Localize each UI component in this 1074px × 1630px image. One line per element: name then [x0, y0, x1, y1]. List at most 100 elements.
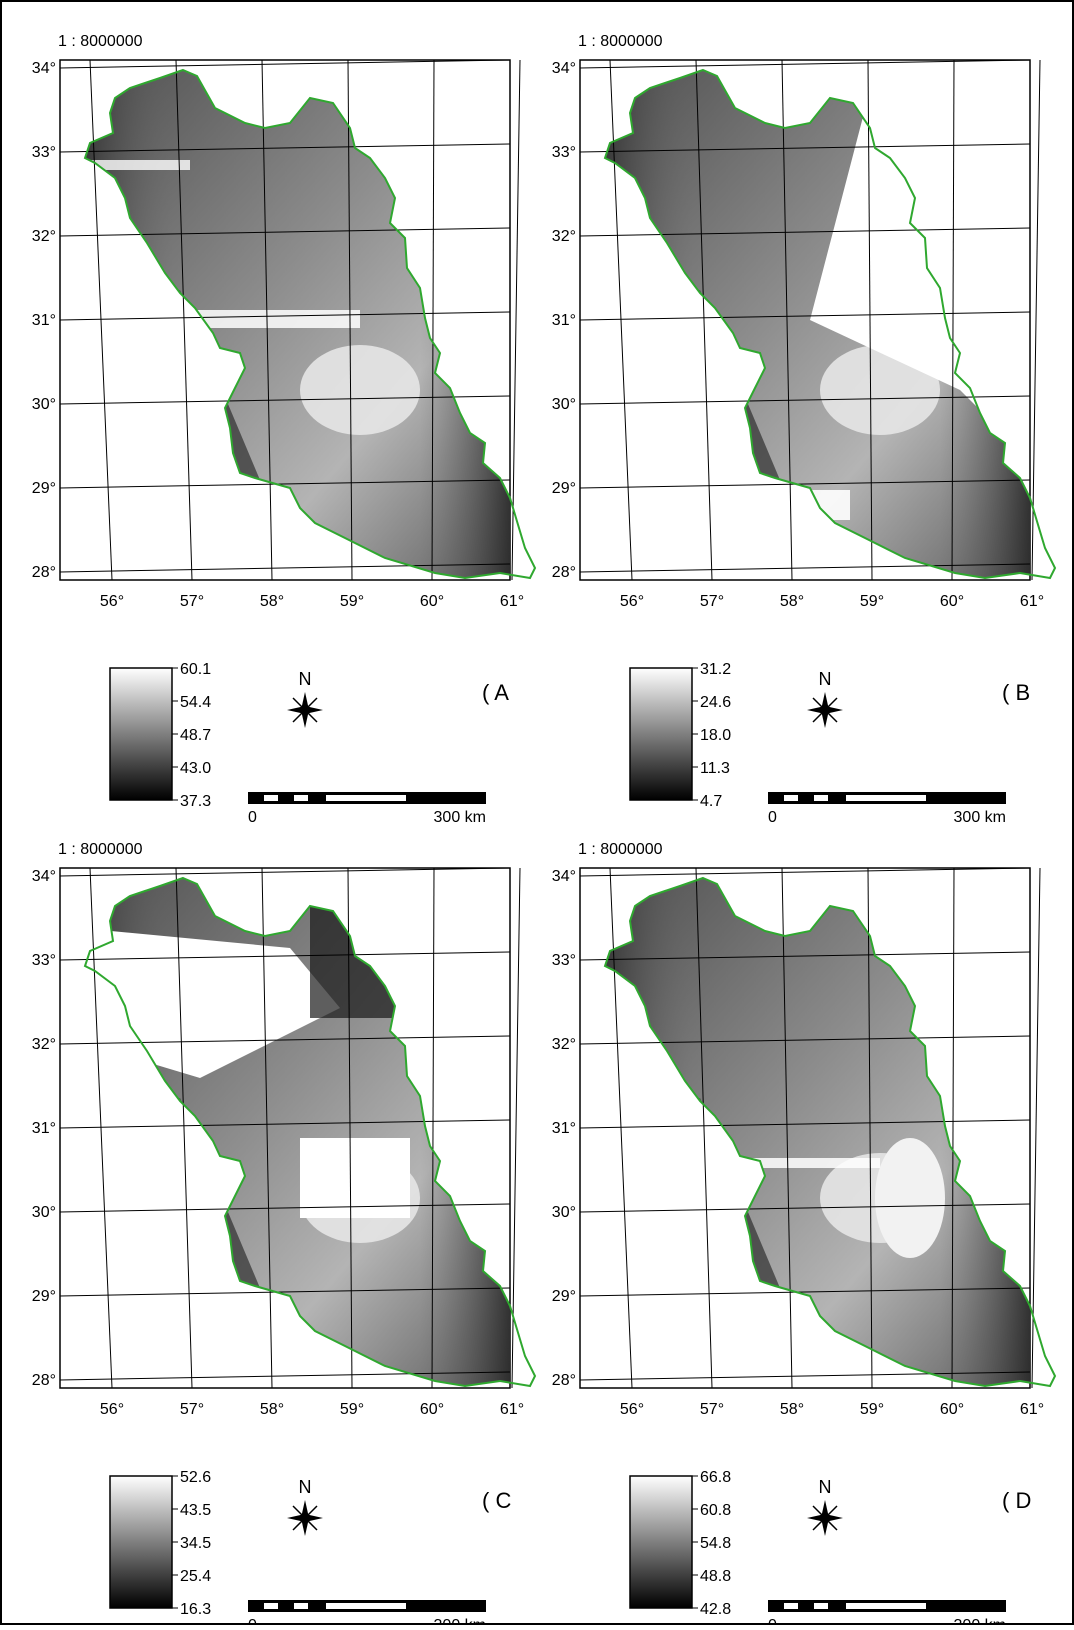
lat-label: 31°: [32, 312, 56, 329]
lat-label: 34°: [552, 60, 576, 77]
scale-bar-end-label: 300 km: [434, 1617, 486, 1625]
graticule-lon-line: [867, 59, 873, 581]
lat-label: 30°: [32, 396, 56, 413]
scale-bar-end-label: 300 km: [434, 809, 486, 826]
graticule-lat-line: [579, 1119, 1031, 1129]
lon-label: 58°: [260, 1401, 284, 1418]
scale-bar: [248, 1600, 486, 1612]
lon-label: 61°: [1020, 593, 1044, 610]
legend-value: 42.8: [700, 1601, 731, 1618]
panel-label: ( A: [482, 680, 509, 705]
province-boundary: [83, 68, 537, 580]
north-label: N: [299, 1477, 312, 1497]
map-scale-ratio: 1 : 8000000: [58, 841, 143, 858]
scale-bar-end-label: 300 km: [954, 1617, 1006, 1625]
lat-label: 30°: [32, 1204, 56, 1221]
graticule-lat-line: [579, 1371, 1031, 1381]
graticule-lat-line: [579, 59, 1031, 69]
lon-label: 59°: [340, 593, 364, 610]
graticule-lon-line: [511, 867, 521, 1389]
scale-bar-start-label: 0: [768, 1617, 777, 1625]
legend-value: 34.5: [180, 1535, 211, 1552]
lat-label: 29°: [552, 480, 576, 497]
province-boundary: [603, 68, 1057, 580]
lat-label: 28°: [552, 564, 576, 581]
lat-label: 31°: [552, 312, 576, 329]
graticule-lon-line: [89, 59, 113, 581]
graticule-lon-line: [431, 59, 435, 581]
legend-value: 31.2: [700, 661, 731, 678]
legend-value: 37.3: [180, 793, 211, 810]
graticule-lat-line: [579, 395, 1031, 405]
graticule-lon-line: [695, 59, 713, 581]
lat-label: 32°: [552, 228, 576, 245]
lon-label: 60°: [420, 593, 444, 610]
legend-value: 4.7: [700, 793, 722, 810]
graticule-lon-line: [1031, 867, 1041, 1389]
graticule-lon-line: [89, 867, 113, 1389]
legend-value: 48.8: [700, 1568, 731, 1585]
scale-bar-start-label: 0: [248, 809, 257, 826]
scale-bar: [248, 792, 486, 804]
lat-label: 29°: [552, 1288, 576, 1305]
lon-label: 60°: [940, 1401, 964, 1418]
graticule-lat-line: [59, 143, 511, 153]
graticule-lon-line: [347, 867, 353, 1389]
legend-value: 52.6: [180, 1469, 211, 1486]
lon-label: 61°: [1020, 1401, 1044, 1418]
legend-value: 54.4: [180, 694, 211, 711]
graticule-lat-line: [59, 479, 511, 489]
map-scale-ratio: 1 : 8000000: [58, 33, 143, 50]
lat-label: 33°: [552, 144, 576, 161]
graticule-lat-line: [579, 867, 1031, 877]
lat-label: 34°: [552, 868, 576, 885]
graticule-lon-line: [175, 59, 193, 581]
graticule-lat-line: [579, 563, 1031, 573]
province-boundary: [83, 876, 537, 1388]
north-label: N: [819, 1477, 832, 1497]
legend-value: 48.7: [180, 727, 211, 744]
lat-label: 30°: [552, 396, 576, 413]
graticule-lat-line: [59, 563, 511, 573]
lat-label: 29°: [32, 1288, 56, 1305]
lat-label: 31°: [32, 1120, 56, 1137]
graticule-lat-line: [579, 227, 1031, 237]
graticule-lat-line: [59, 867, 511, 877]
lon-label: 57°: [700, 1401, 724, 1418]
graticule-lat-line: [579, 1035, 1031, 1045]
north-label: N: [819, 669, 832, 689]
north-label: N: [299, 669, 312, 689]
graticule-lat-line: [579, 1203, 1031, 1213]
panel-label: ( C: [482, 1488, 511, 1513]
graticule-lon-line: [347, 59, 353, 581]
lat-label: 34°: [32, 868, 56, 885]
graticule-lat-line: [59, 1035, 511, 1045]
legend-value: 25.4: [180, 1568, 211, 1585]
graticule-lon-line: [695, 867, 713, 1389]
lon-label: 60°: [940, 593, 964, 610]
legend-value: 60.1: [180, 661, 211, 678]
graticule-lat-line: [579, 479, 1031, 489]
lon-label: 58°: [260, 593, 284, 610]
graticule-lon-line: [609, 59, 633, 581]
legend-color-ramp: [629, 1475, 693, 1609]
legend-value: 43.5: [180, 1502, 211, 1519]
lat-label: 33°: [32, 952, 56, 969]
legend-value: 11.3: [700, 760, 730, 777]
lon-label: 56°: [100, 593, 124, 610]
graticule-lon-line: [609, 867, 633, 1389]
legend-color-ramp: [109, 1475, 173, 1609]
graticule-lat-line: [579, 143, 1031, 153]
legend-value: 24.6: [700, 694, 731, 711]
lon-label: 56°: [620, 593, 644, 610]
graticule-lat-line: [579, 951, 1031, 961]
lat-label: 28°: [32, 564, 56, 581]
legend-value: 60.8: [700, 1502, 731, 1519]
lon-label: 59°: [860, 1401, 884, 1418]
legend-color-ramp: [109, 667, 173, 801]
lon-label: 60°: [420, 1401, 444, 1418]
scale-bar-start-label: 0: [768, 809, 777, 826]
